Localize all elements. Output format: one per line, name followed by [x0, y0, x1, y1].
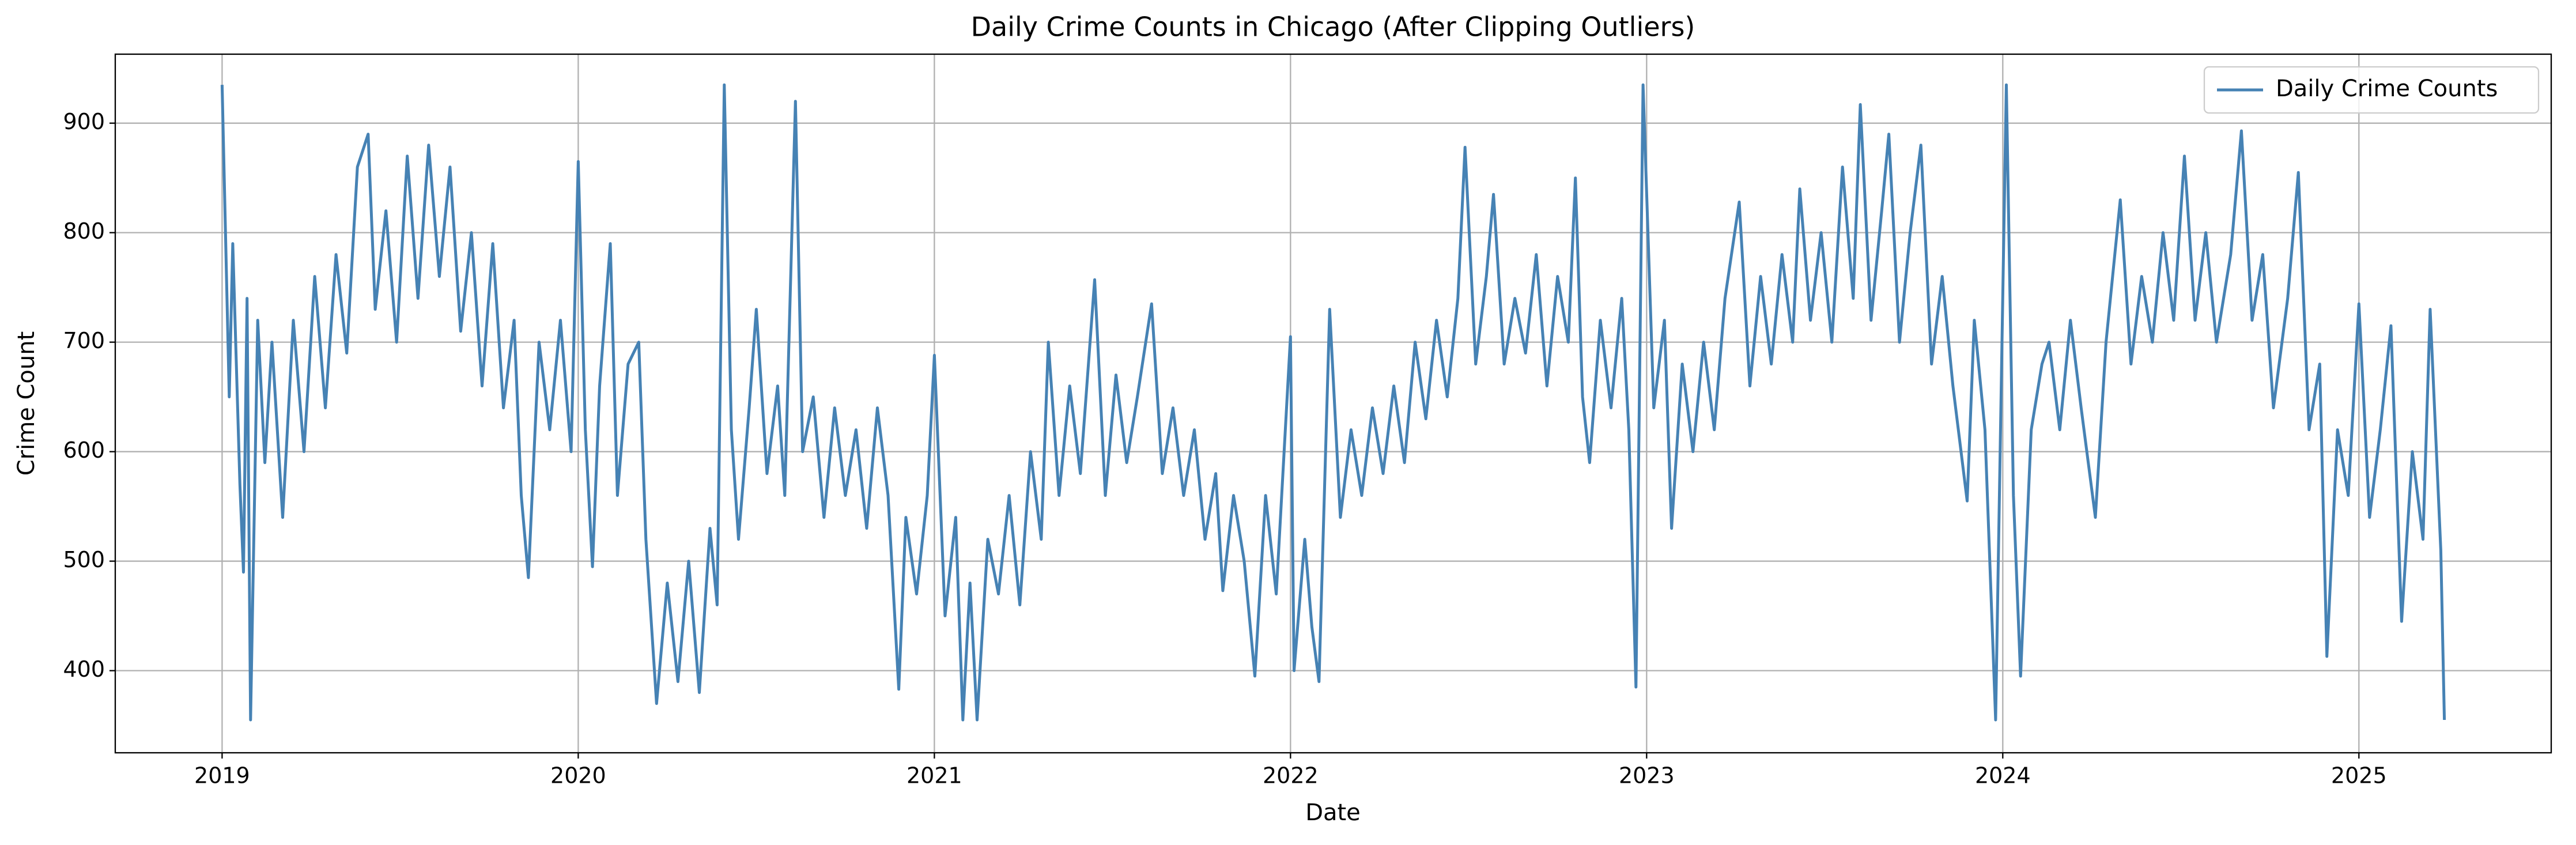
legend-label: Daily Crime Counts: [2276, 76, 2498, 102]
x-tick-label: 2023: [1619, 763, 1675, 789]
y-tick-label: 900: [63, 109, 105, 134]
x-tick-label: 2024: [1975, 763, 2031, 789]
x-axis-label: Date: [1305, 799, 1361, 826]
plot-frame: [114, 53, 2552, 754]
chart-title: Daily Crime Counts in Chicago (After Cli…: [971, 12, 1695, 43]
y-axis-label: Crime Count: [13, 331, 40, 476]
legend: Daily Crime Counts: [2203, 66, 2540, 114]
x-tick-label: 2021: [906, 763, 962, 789]
y-tick-label: 500: [63, 547, 105, 572]
y-tick-label: 800: [63, 218, 105, 244]
y-tick-label: 400: [63, 657, 105, 682]
y-tick-label: 700: [63, 328, 105, 353]
x-tick-label: 2025: [2331, 763, 2387, 789]
x-tick-label: 2022: [1263, 763, 1319, 789]
x-tick-label: 2019: [194, 763, 250, 789]
legend-box: [2203, 66, 2540, 114]
data-line: [220, 83, 2446, 722]
y-tick-label: 600: [63, 437, 105, 463]
x-tick-label: 2020: [550, 763, 606, 789]
